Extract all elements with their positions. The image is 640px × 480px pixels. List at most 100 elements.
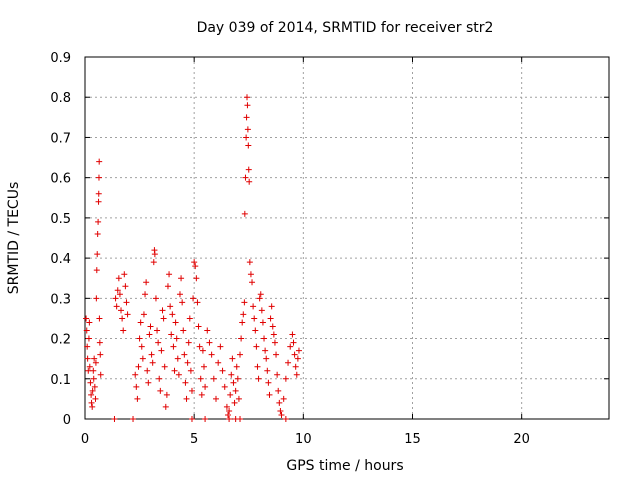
data-point	[93, 295, 100, 302]
y-tick-label: 0.5	[50, 212, 71, 227]
data-point	[91, 383, 98, 390]
data-point	[160, 315, 167, 322]
data-point	[270, 331, 277, 338]
data-point	[269, 323, 276, 330]
data-point	[282, 416, 289, 422]
data-point	[114, 287, 121, 294]
data-point	[266, 391, 273, 398]
data-point	[88, 399, 95, 406]
data-point	[271, 339, 278, 346]
data-point	[213, 395, 219, 402]
data-point	[255, 375, 262, 382]
data-point	[264, 367, 271, 374]
data-point	[180, 327, 187, 334]
y-tick-label: 0.1	[50, 373, 71, 388]
data-point	[130, 416, 137, 422]
data-point	[146, 331, 153, 338]
data-point	[238, 335, 245, 342]
data-point	[112, 295, 119, 302]
data-point	[89, 387, 96, 394]
data-point	[89, 403, 96, 410]
x-tick-label: 15	[404, 432, 421, 447]
data-point	[210, 375, 217, 382]
data-point	[170, 343, 177, 350]
data-point	[246, 259, 253, 266]
data-point	[94, 251, 101, 258]
data-point	[155, 339, 162, 346]
y-tick-label: 0.4	[50, 252, 71, 267]
data-point	[136, 335, 143, 342]
data-point	[143, 279, 150, 286]
data-point	[282, 375, 289, 382]
data-point	[84, 355, 91, 362]
data-point	[87, 379, 94, 386]
data-point	[243, 114, 250, 121]
data-point	[225, 411, 232, 418]
data-point	[159, 307, 166, 314]
data-point	[95, 174, 102, 181]
data-point	[162, 403, 169, 410]
data-point	[171, 367, 178, 374]
data-point	[133, 383, 140, 390]
data-point	[241, 299, 248, 306]
data-point	[144, 367, 151, 374]
data-point	[200, 363, 207, 370]
data-point	[96, 158, 103, 165]
data-point	[92, 359, 99, 366]
data-point	[239, 319, 246, 326]
data-point	[221, 383, 228, 390]
data-point	[96, 339, 103, 346]
x-axis-label: GPS time / hours	[286, 458, 403, 474]
data-point	[137, 319, 144, 326]
data-point	[167, 303, 174, 310]
axis-ticks: 0 0.1 0.2 0.3 0.4 0.5 0.6 0.7 0.8 0.9 0 5 10 15 20	[50, 51, 609, 447]
data-point	[116, 291, 123, 298]
y-tick-label: 0.3	[50, 292, 71, 307]
data-point	[249, 279, 256, 286]
data-point	[83, 315, 90, 322]
data-point	[262, 347, 269, 354]
data-point	[215, 359, 222, 366]
data-point	[175, 371, 182, 378]
data-point	[267, 315, 274, 322]
data-point	[227, 391, 234, 398]
data-point	[84, 343, 91, 350]
data-point	[140, 311, 147, 318]
data-point	[91, 355, 98, 362]
data-point	[85, 335, 92, 342]
data-point	[263, 355, 270, 362]
y-axis-label: SRMTID / TECUs	[6, 182, 22, 295]
data-point	[95, 190, 102, 197]
data-point	[113, 303, 120, 310]
data-point	[253, 343, 260, 350]
data-point	[178, 275, 185, 282]
data-point	[259, 319, 266, 326]
data-point	[188, 416, 195, 422]
data-point	[197, 375, 204, 382]
data-point	[228, 371, 235, 378]
data-point	[257, 291, 264, 298]
data-point	[158, 347, 165, 354]
data-point	[202, 416, 209, 422]
data-point	[88, 391, 95, 398]
data-point	[95, 198, 102, 205]
data-point	[240, 311, 247, 318]
data-point	[83, 327, 90, 334]
data-point	[256, 295, 263, 302]
data-point	[193, 275, 200, 282]
data-point	[151, 251, 158, 258]
data-point	[179, 299, 186, 306]
x-tick-label: 0	[81, 432, 89, 447]
data-point	[294, 355, 301, 362]
y-tick-label: 0.7	[50, 131, 71, 146]
data-point	[285, 359, 292, 366]
plot-frame	[84, 56, 610, 420]
data-point	[168, 331, 175, 338]
data-point	[293, 371, 300, 378]
data-point	[244, 126, 251, 133]
data-point	[290, 339, 297, 346]
data-point	[258, 307, 265, 314]
data-point	[147, 323, 154, 330]
data-point	[185, 339, 192, 346]
data-point	[166, 271, 173, 278]
